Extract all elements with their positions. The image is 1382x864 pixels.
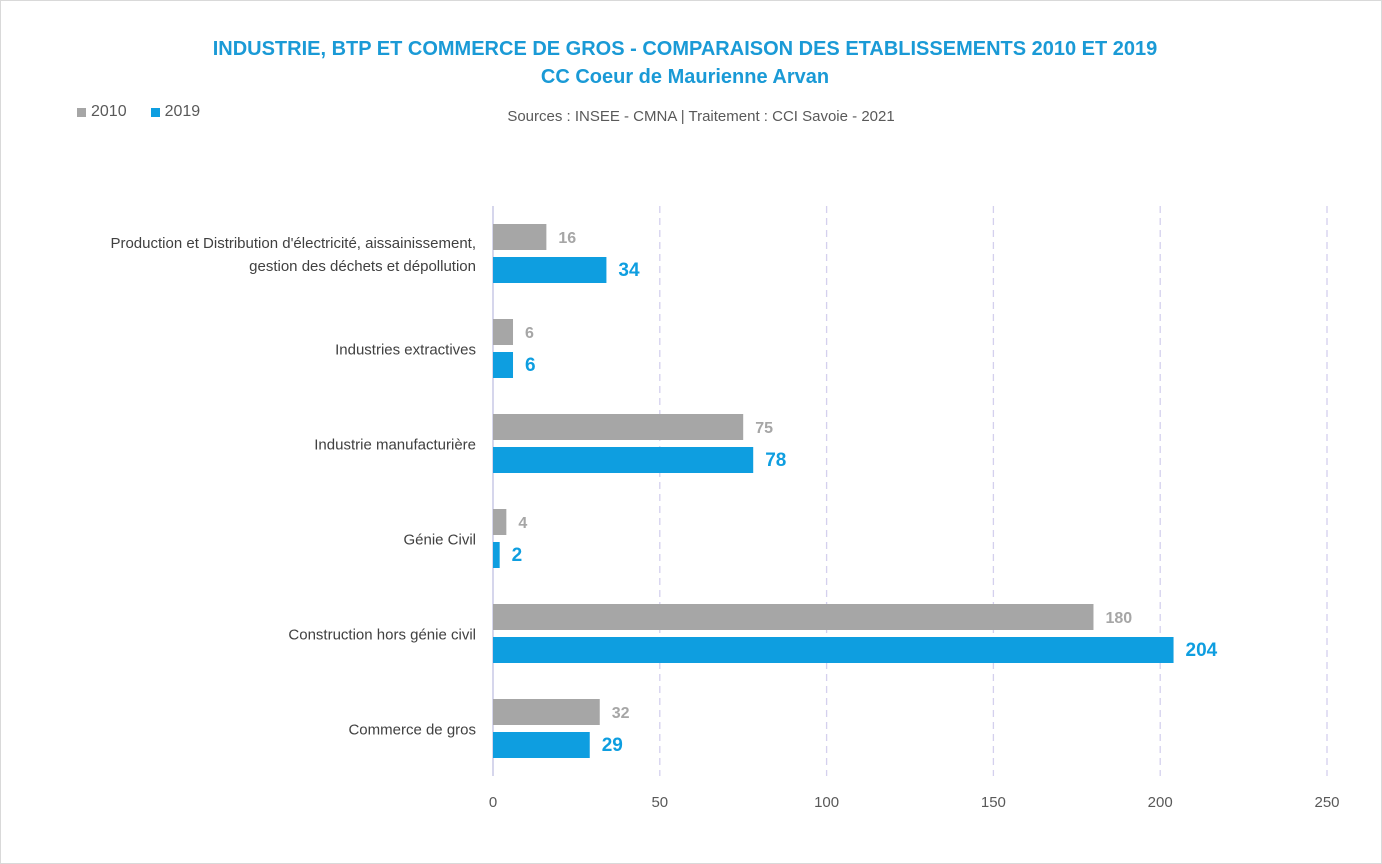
bar-2019-2: [493, 447, 754, 473]
x-tick-label-50: 50: [651, 794, 668, 811]
category-label-0-line-0: Production et Distribution d'électricité…: [110, 235, 476, 252]
data-label-2010-2: 75: [755, 420, 773, 437]
bar-2019-0: [493, 257, 607, 283]
category-label-5: Commerce de gros: [348, 722, 476, 739]
bar-2019-3: [493, 542, 500, 568]
data-label-2010-5: 32: [612, 705, 630, 722]
chart-title: INDUSTRIE, BTP ET COMMERCE DE GROS - COM…: [212, 38, 1158, 60]
data-label-2010-4: 180: [1105, 610, 1132, 627]
data-label-2010-0: 16: [558, 230, 576, 247]
x-tick-label-250: 250: [1314, 794, 1339, 811]
legend-label-2019: 2019: [164, 103, 201, 120]
bar-2010-5: [493, 699, 600, 725]
legend-label-2010: 2010: [91, 103, 127, 120]
data-label-2019-3: 2: [512, 545, 523, 566]
x-tick-label-150: 150: [981, 794, 1006, 811]
legend-swatch-2019: [150, 107, 160, 117]
category-label-1: Industries extractives: [335, 342, 476, 359]
data-label-2019-2: 78: [765, 450, 786, 471]
bar-2010-1: [493, 319, 514, 345]
data-label-2019-0: 34: [618, 260, 640, 281]
x-tick-label-0: 0: [489, 794, 497, 811]
data-label-2019-5: 29: [602, 735, 623, 756]
bar-2010-2: [493, 414, 744, 440]
bar-2010-4: [493, 604, 1094, 630]
category-label-2: Industrie manufacturière: [314, 437, 476, 454]
category-label-3: Génie Civil: [403, 532, 476, 549]
legend-entry-2010: 2010: [77, 103, 127, 121]
chart-subtitle: CC Coeur de Maurienne Arvan: [540, 66, 830, 88]
bar-2010-3: [493, 509, 507, 535]
legend: 2010 2019: [77, 103, 200, 121]
bar-2019-1: [493, 352, 514, 378]
legend-entry-2019: 2019: [150, 103, 201, 121]
x-tick-label-200: 200: [1148, 794, 1173, 811]
data-label-2010-1: 6: [525, 325, 534, 342]
bar-2019-5: [493, 732, 590, 758]
data-label-2019-1: 6: [525, 355, 536, 376]
bar-2010-0: [493, 224, 547, 250]
data-label-2010-3: 4: [518, 515, 527, 532]
category-label-0-line-1: gestion des déchets et dépollution: [249, 258, 476, 275]
x-tick-label-100: 100: [814, 794, 839, 811]
data-label-2019-4: 204: [1186, 640, 1218, 661]
category-label-4: Construction hors génie civil: [288, 627, 476, 644]
bar-2019-4: [493, 637, 1174, 663]
legend-swatch-2010: [77, 107, 86, 117]
chart-source: Sources : INSEE - CMNA | Traitement : CC…: [507, 108, 895, 125]
